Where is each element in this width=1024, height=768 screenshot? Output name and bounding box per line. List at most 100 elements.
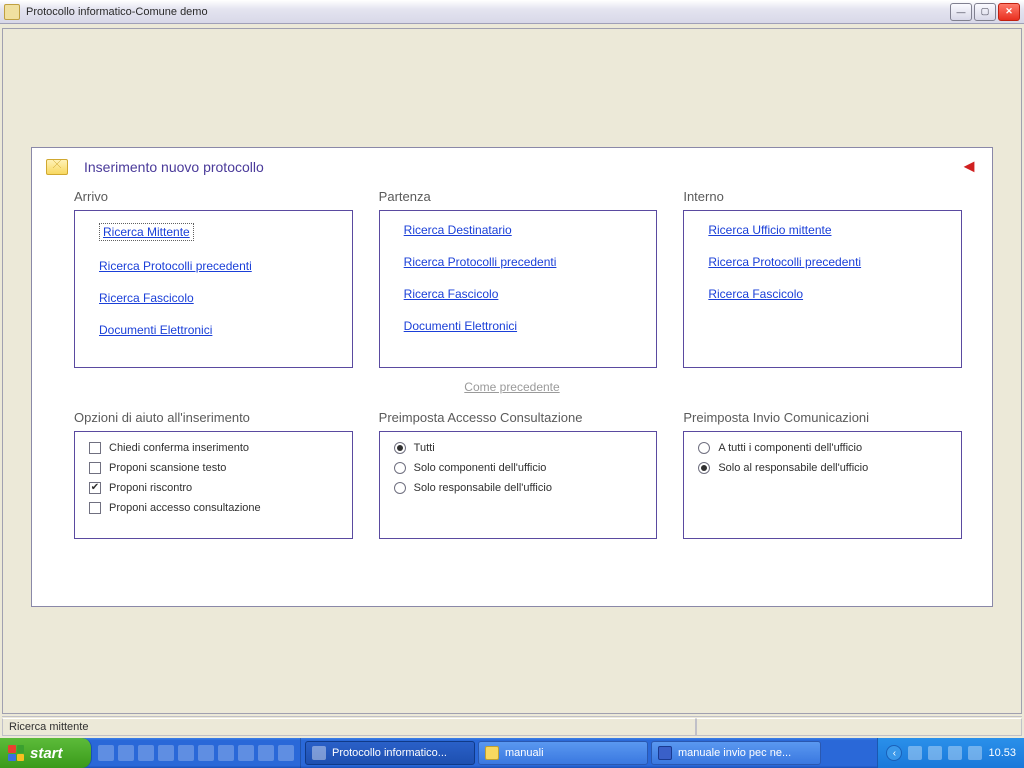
system-tray: ‹ 10.53 <box>877 738 1024 768</box>
label-proponi-riscontro: Proponi riscontro <box>109 482 192 494</box>
label-tutti: Tutti <box>414 442 435 454</box>
link-come-precedente[interactable]: Come precedente <box>464 380 559 394</box>
folder-icon <box>485 746 499 760</box>
taskbar-item-label: Protocollo informatico... <box>332 747 447 759</box>
section-opzioni: Opzioni di aiuto all'inserimento Chiedi … <box>74 410 353 539</box>
opzioni-box: Chiedi conferma inserimento Proponi scan… <box>74 431 353 539</box>
lower-columns: Opzioni di aiuto all'inserimento Chiedi … <box>32 394 992 539</box>
link-partenza-ricerca-protocolli[interactable]: Ricerca Protocolli precedenti <box>404 255 647 269</box>
link-arrivo-ricerca-fascicolo[interactable]: Ricerca Fascicolo <box>99 291 342 305</box>
rdo-row-solo-responsabile[interactable]: Solo responsabile dell'ufficio <box>394 482 643 494</box>
outer-panel: Inserimento nuovo protocollo ◄ Arrivo Ri… <box>2 28 1022 714</box>
checkbox-proponi-riscontro[interactable]: ✔ <box>89 482 101 494</box>
word-icon <box>658 746 672 760</box>
link-partenza-documenti-elettronici[interactable]: Documenti Elettronici <box>404 319 647 333</box>
tray-icon[interactable] <box>948 746 962 760</box>
status-fill <box>696 718 1022 736</box>
link-ricerca-destinatario[interactable]: Ricerca Destinatario <box>404 223 647 237</box>
link-ricerca-mittente[interactable]: Ricerca Mittente <box>99 223 194 241</box>
interno-link-box: Ricerca Ufficio mittente Ricerca Protoco… <box>683 210 962 368</box>
tray-icon[interactable] <box>928 746 942 760</box>
checkbox-chiedi-conferma[interactable] <box>89 442 101 454</box>
column-partenza: Partenza Ricerca Destinatario Ricerca Pr… <box>379 189 658 368</box>
link-arrivo-documenti-elettronici[interactable]: Documenti Elettronici <box>99 323 342 337</box>
label-solo-responsabile: Solo responsabile dell'ufficio <box>414 482 552 494</box>
ql-icon[interactable] <box>198 745 214 761</box>
taskbar-item-word[interactable]: manuale invio pec ne... <box>651 741 821 765</box>
partenza-link-box: Ricerca Destinatario Ricerca Protocolli … <box>379 210 658 368</box>
taskbar-item-manuali[interactable]: manuali <box>478 741 648 765</box>
arrivo-link-box: Ricerca Mittente Ricerca Protocolli prec… <box>74 210 353 368</box>
window-title: Protocollo informatico-Comune demo <box>26 6 950 18</box>
window-controls: — ▢ ✕ <box>950 3 1020 21</box>
label-solo-componenti: Solo componenti dell'ufficio <box>414 462 547 474</box>
column-interno: Interno Ricerca Ufficio mittente Ricerca… <box>683 189 962 368</box>
radio-solo-responsabile[interactable] <box>394 482 406 494</box>
label-a-tutti: A tutti i componenti dell'ufficio <box>718 442 862 454</box>
rdo-row-solo-resp[interactable]: Solo al responsabile dell'ufficio <box>698 462 947 474</box>
ql-icon[interactable] <box>158 745 174 761</box>
page-card: Inserimento nuovo protocollo ◄ Arrivo Ri… <box>31 147 993 607</box>
radio-a-tutti[interactable] <box>698 442 710 454</box>
rdo-row-tutti[interactable]: Tutti <box>394 442 643 454</box>
opzioni-title: Opzioni di aiuto all'inserimento <box>74 410 353 425</box>
client-area: Inserimento nuovo protocollo ◄ Arrivo Ri… <box>0 24 1024 738</box>
radio-tutti[interactable] <box>394 442 406 454</box>
accesso-box: Tutti Solo componenti dell'ufficio Solo … <box>379 431 658 539</box>
chk-row-proponi-riscontro[interactable]: ✔ Proponi riscontro <box>89 482 338 494</box>
link-ricerca-ufficio-mittente[interactable]: Ricerca Ufficio mittente <box>708 223 951 237</box>
rdo-row-a-tutti[interactable]: A tutti i componenti dell'ufficio <box>698 442 947 454</box>
chk-row-proponi-scansione[interactable]: Proponi scansione testo <box>89 462 338 474</box>
taskbar-item-label: manuali <box>505 747 544 759</box>
ql-icon[interactable] <box>278 745 294 761</box>
checkbox-proponi-scansione[interactable] <box>89 462 101 474</box>
column-arrivo: Arrivo Ricerca Mittente Ricerca Protocol… <box>74 189 353 368</box>
ql-icon[interactable] <box>98 745 114 761</box>
link-interno-ricerca-protocolli[interactable]: Ricerca Protocolli precedenti <box>708 255 951 269</box>
column-arrivo-title: Arrivo <box>74 189 353 204</box>
invio-box: A tutti i componenti dell'ufficio Solo a… <box>683 431 962 539</box>
minimize-button[interactable]: — <box>950 3 972 21</box>
section-accesso: Preimposta Accesso Consultazione Tutti S… <box>379 410 658 539</box>
clock[interactable]: 10.53 <box>988 747 1016 759</box>
column-interno-title: Interno <box>683 189 962 204</box>
task-items: Protocollo informatico... manuali manual… <box>301 738 825 768</box>
ql-icon[interactable] <box>118 745 134 761</box>
ql-icon[interactable] <box>238 745 254 761</box>
invio-title: Preimposta Invio Comunicazioni <box>683 410 962 425</box>
tray-expand-icon[interactable]: ‹ <box>886 745 902 761</box>
radio-solo-resp[interactable] <box>698 462 710 474</box>
back-arrow-icon[interactable]: ◄ <box>960 156 978 177</box>
rdo-row-solo-componenti[interactable]: Solo componenti dell'ufficio <box>394 462 643 474</box>
windows-logo-icon <box>8 745 24 761</box>
radio-solo-componenti[interactable] <box>394 462 406 474</box>
link-partenza-ricerca-fascicolo[interactable]: Ricerca Fascicolo <box>404 287 647 301</box>
ql-icon[interactable] <box>138 745 154 761</box>
chk-row-chiedi-conferma[interactable]: Chiedi conferma inserimento <box>89 442 338 454</box>
ql-icon[interactable] <box>258 745 274 761</box>
maximize-button[interactable]: ▢ <box>974 3 996 21</box>
label-proponi-accesso: Proponi accesso consultazione <box>109 502 261 514</box>
taskbar: start Protocollo informatico... manuali … <box>0 738 1024 768</box>
section-invio: Preimposta Invio Comunicazioni A tutti i… <box>683 410 962 539</box>
app-icon <box>4 4 20 20</box>
ql-icon[interactable] <box>218 745 234 761</box>
ql-icon[interactable] <box>178 745 194 761</box>
start-button[interactable]: start <box>0 738 92 768</box>
tray-icon[interactable] <box>908 746 922 760</box>
checkbox-proponi-accesso[interactable] <box>89 502 101 514</box>
tray-icon[interactable] <box>968 746 982 760</box>
start-label: start <box>30 745 63 762</box>
label-chiedi-conferma: Chiedi conferma inserimento <box>109 442 249 454</box>
taskbar-item-protocollo[interactable]: Protocollo informatico... <box>305 741 475 765</box>
envelope-icon <box>46 159 68 175</box>
close-button[interactable]: ✕ <box>998 3 1020 21</box>
link-interno-ricerca-fascicolo[interactable]: Ricerca Fascicolo <box>708 287 951 301</box>
window-titlebar: Protocollo informatico-Comune demo — ▢ ✕ <box>0 0 1024 24</box>
accesso-title: Preimposta Accesso Consultazione <box>379 410 658 425</box>
page-title: Inserimento nuovo protocollo <box>84 159 264 175</box>
columns: Arrivo Ricerca Mittente Ricerca Protocol… <box>32 183 992 368</box>
link-arrivo-ricerca-protocolli[interactable]: Ricerca Protocolli precedenti <box>99 259 342 273</box>
status-text: Ricerca mittente <box>2 718 696 736</box>
chk-row-proponi-accesso[interactable]: Proponi accesso consultazione <box>89 502 338 514</box>
